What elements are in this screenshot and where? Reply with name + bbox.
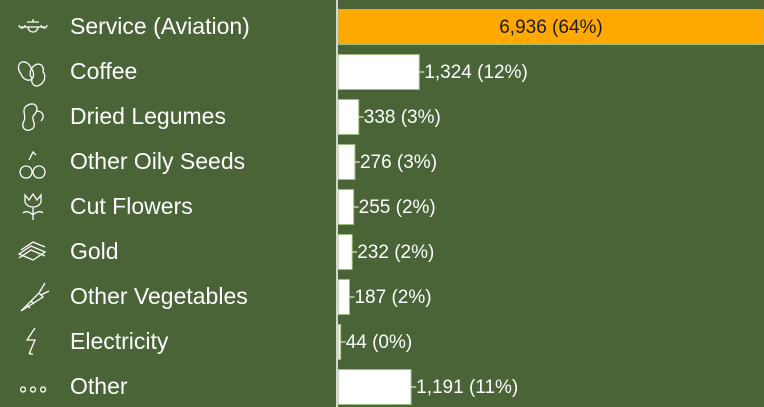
- category-icon: [18, 19, 48, 33]
- category-icon: [17, 241, 47, 261]
- category-label: Coffee: [70, 58, 137, 84]
- bar: [337, 99, 360, 135]
- category-label: Electricity: [70, 328, 169, 354]
- category-icon: [17, 61, 46, 87]
- bar: [337, 54, 420, 90]
- value-label: 276 (3%): [360, 152, 437, 173]
- category-label: Other: [70, 373, 128, 399]
- category-icon: [22, 103, 44, 131]
- value-label: 187 (2%): [354, 287, 431, 308]
- value-label: 338 (3%): [364, 107, 441, 128]
- value-label: 44 (0%): [346, 332, 413, 353]
- category-icon: [19, 386, 47, 393]
- category-label: Other Vegetables: [70, 283, 248, 309]
- category-label: Gold: [70, 238, 119, 264]
- bar: [337, 279, 350, 315]
- value-label: 232 (2%): [357, 242, 434, 263]
- value-label: 6,936 (64%): [499, 17, 603, 38]
- category-icon: [20, 282, 50, 312]
- category-label: Other Oily Seeds: [70, 148, 245, 174]
- category-label: Service (Aviation): [70, 13, 250, 39]
- bar: [337, 324, 342, 360]
- category-icon: [25, 327, 36, 355]
- category-icon: [19, 150, 46, 179]
- category-label: Dried Legumes: [70, 103, 226, 129]
- value-label: 1,324 (12%): [424, 62, 528, 83]
- bar: [337, 9, 764, 45]
- value-label: 1,191 (11%): [416, 377, 518, 398]
- category-label: Cut Flowers: [70, 193, 193, 219]
- bar: [337, 234, 353, 270]
- category-icon: [22, 192, 44, 220]
- value-label: 255 (2%): [359, 197, 436, 218]
- bar: [337, 369, 412, 405]
- bar: [337, 144, 356, 180]
- bar: [337, 189, 355, 225]
